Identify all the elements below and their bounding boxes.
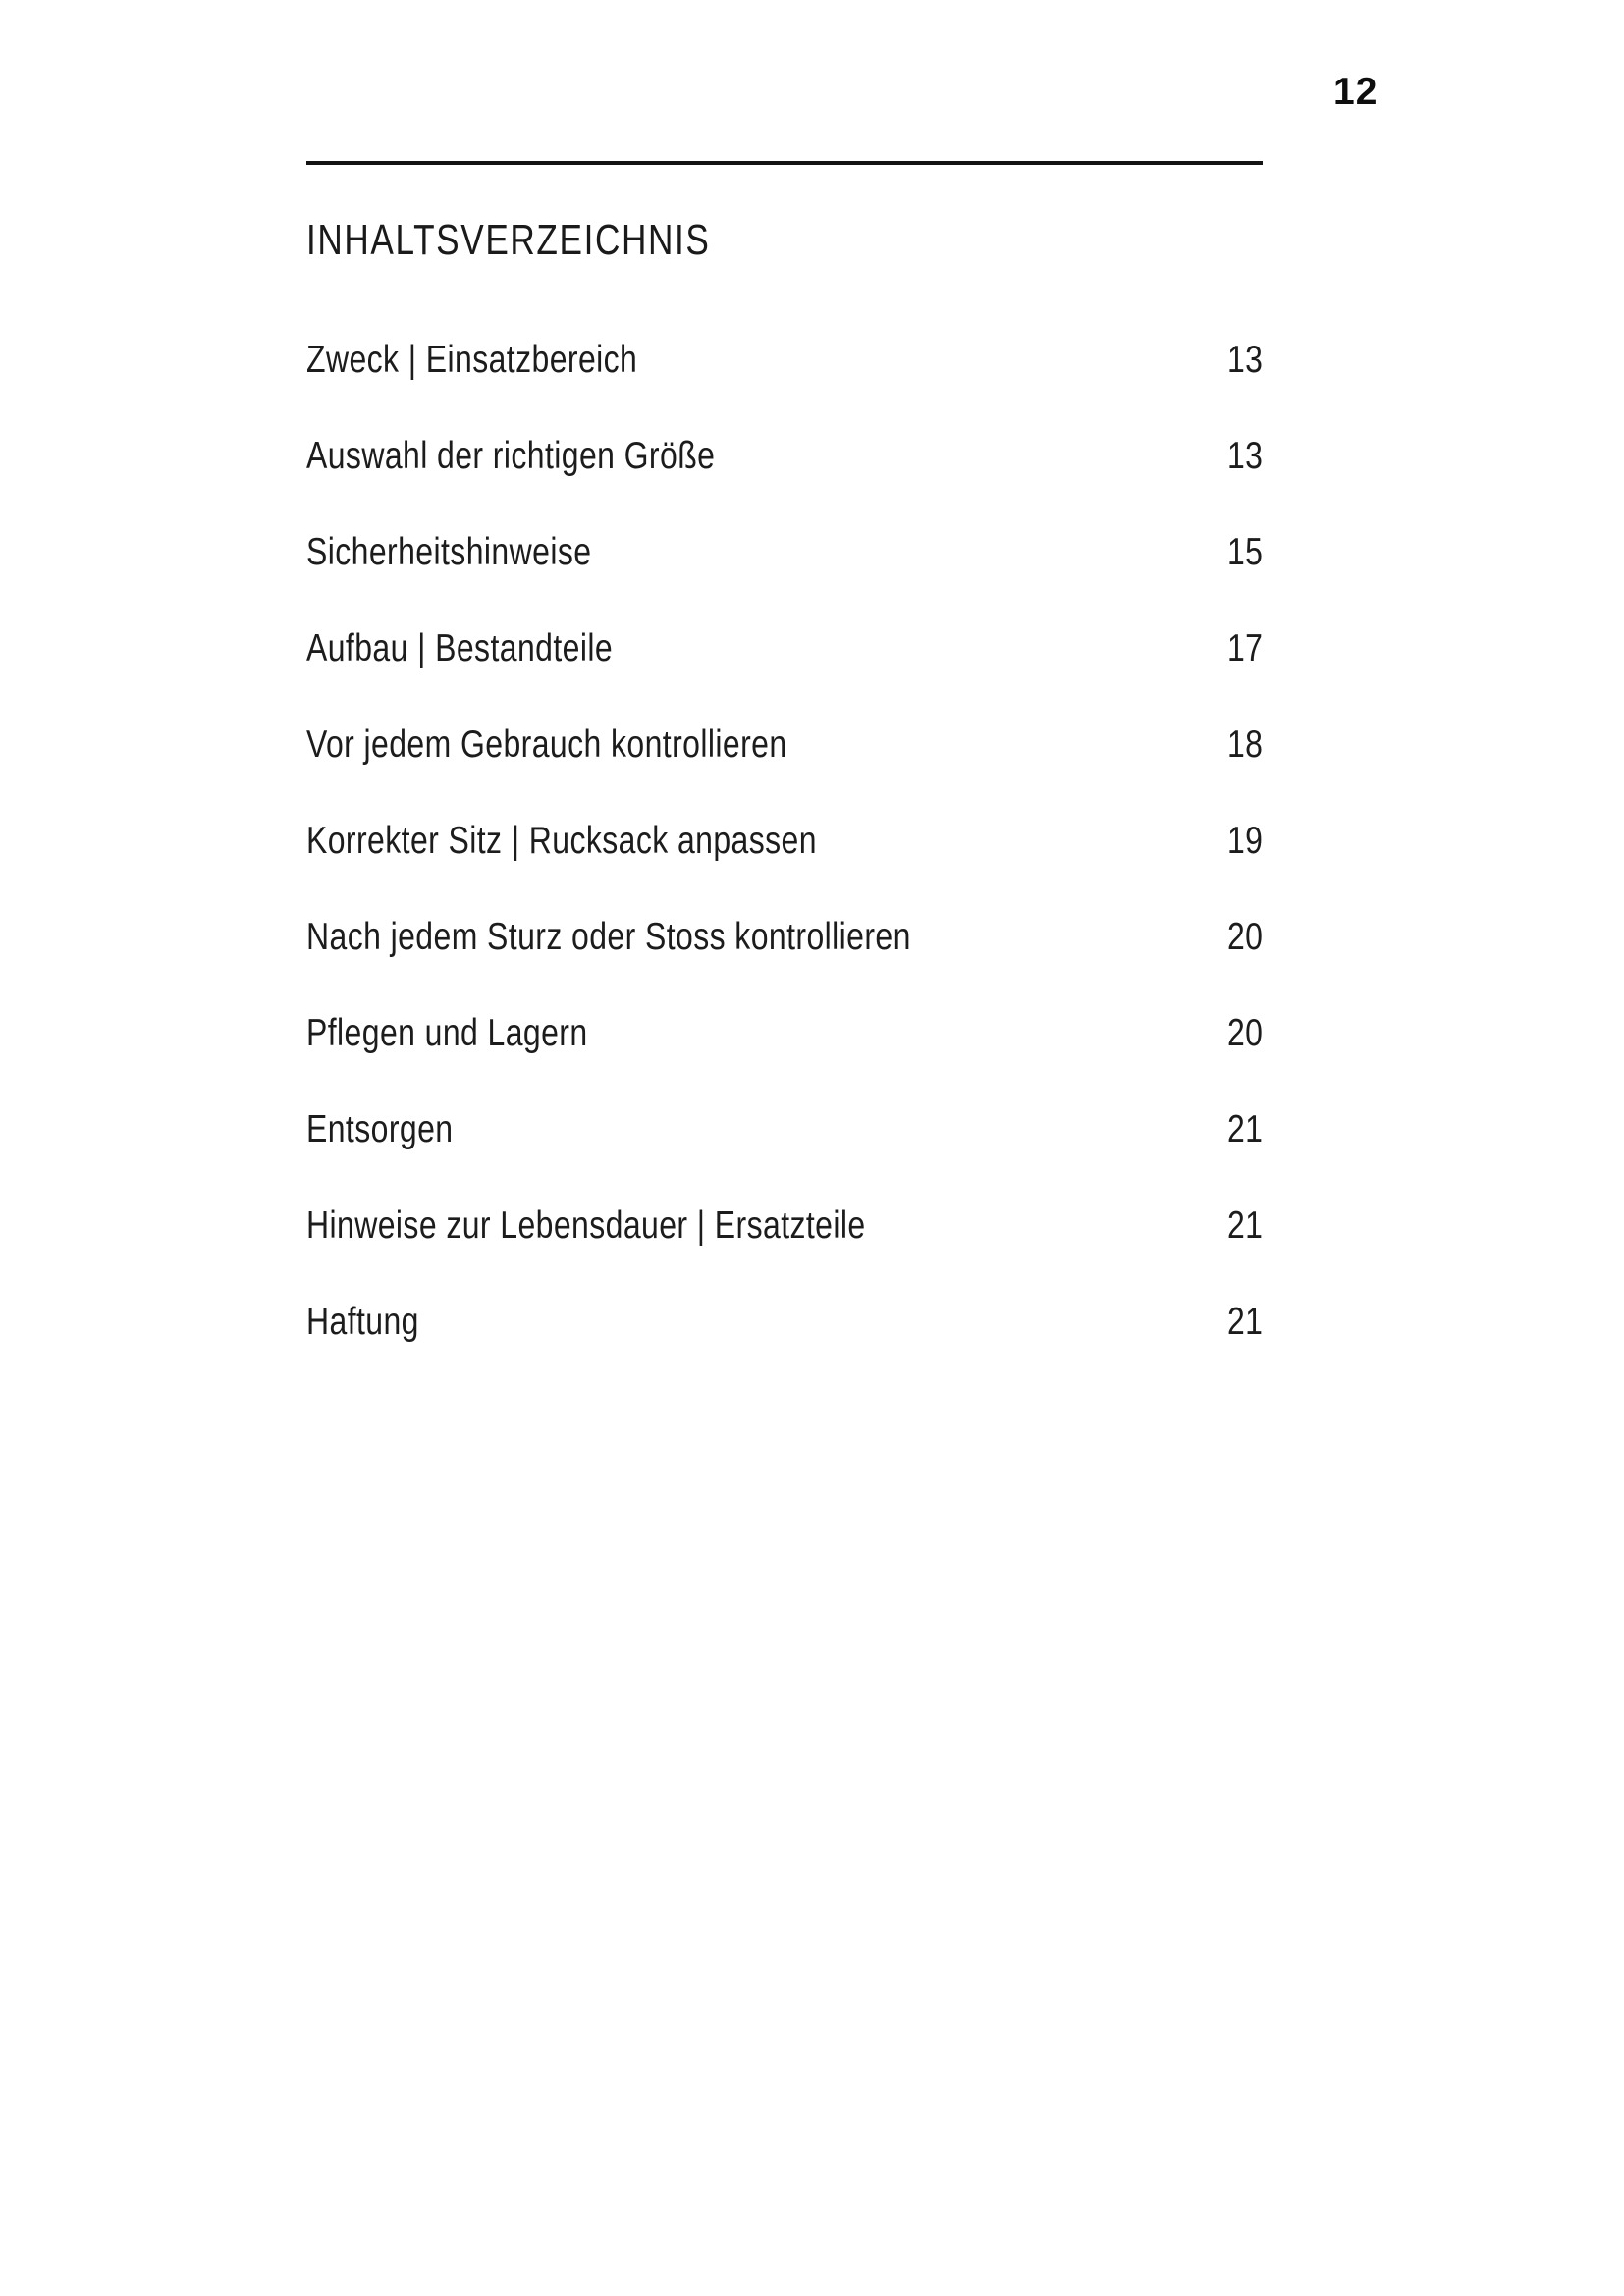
toc-entry-page: 19 <box>1226 819 1263 862</box>
toc-entry-page: 18 <box>1226 722 1263 766</box>
header-rule <box>306 161 1263 165</box>
toc-entry-label: Pflegen und Lagern <box>306 1011 588 1054</box>
toc-entry-page: 20 <box>1226 1011 1263 1054</box>
table-of-contents: Zweck | Einsatzbereich 13 Auswahl der ri… <box>306 311 1263 1369</box>
toc-entry-label: Nach jedem Sturz oder Stoss kontrolliere… <box>306 915 911 958</box>
page-number: 12 <box>1333 71 1379 113</box>
toc-entry: Auswahl der richtigen Größe 13 <box>306 407 1263 504</box>
toc-entry: Sicherheitshinweise 15 <box>306 504 1263 600</box>
page-title-text: INHALTSVERZEICHNIS <box>306 216 711 265</box>
toc-entry: Haftung 21 <box>306 1273 1263 1369</box>
toc-entry: Zweck | Einsatzbereich 13 <box>306 311 1263 407</box>
toc-entry: Aufbau | Bestandteile 17 <box>306 600 1263 696</box>
toc-entry-page: 13 <box>1226 434 1263 477</box>
toc-entry-label: Auswahl der richtigen Größe <box>306 434 716 477</box>
toc-entry-label: Hinweise zur Lebensdauer | Ersatzteile <box>306 1203 866 1247</box>
toc-entry-page: 20 <box>1226 915 1263 958</box>
toc-entry-label: Haftung <box>306 1300 419 1343</box>
toc-entry-label: Vor jedem Gebrauch kontrollieren <box>306 722 787 766</box>
toc-entry: Korrekter Sitz | Rucksack anpassen 19 <box>306 792 1263 888</box>
toc-entry: Entsorgen 21 <box>306 1081 1263 1177</box>
toc-entry-page: 13 <box>1226 338 1263 381</box>
toc-entry: Pflegen und Lagern 20 <box>306 985 1263 1081</box>
toc-entry: Vor jedem Gebrauch kontrollieren 18 <box>306 696 1263 792</box>
toc-entry: Hinweise zur Lebensdauer | Ersatzteile 2… <box>306 1177 1263 1273</box>
toc-entry: Nach jedem Sturz oder Stoss kontrolliere… <box>306 888 1263 985</box>
toc-entry-page: 17 <box>1226 626 1263 669</box>
toc-entry-label: Aufbau | Bestandteile <box>306 626 614 669</box>
page-title: INHALTSVERZEICHNIS <box>306 219 811 262</box>
toc-entry-page: 21 <box>1226 1107 1263 1150</box>
toc-entry-label: Sicherheitshinweise <box>306 530 592 573</box>
toc-entry-page: 15 <box>1226 530 1263 573</box>
toc-entry-label: Zweck | Einsatzbereich <box>306 338 638 381</box>
toc-entry-page: 21 <box>1226 1203 1263 1247</box>
toc-entry-label: Korrekter Sitz | Rucksack anpassen <box>306 819 817 862</box>
toc-entry-label: Entsorgen <box>306 1107 454 1150</box>
toc-entry-page: 21 <box>1226 1300 1263 1343</box>
